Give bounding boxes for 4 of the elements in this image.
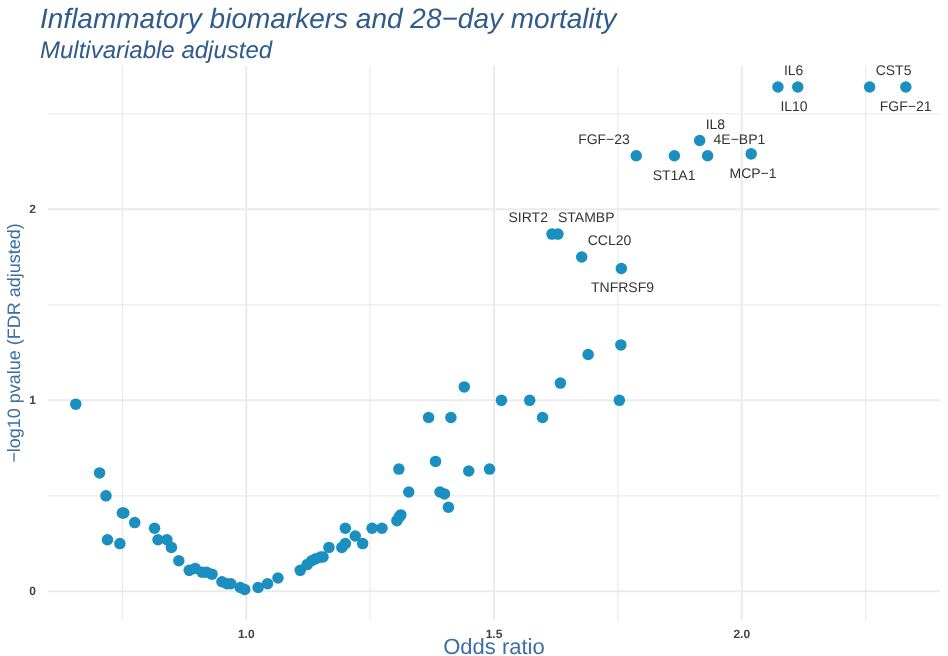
- chart-subtitle: Multivariable adjusted: [40, 36, 273, 64]
- x-axis-title: Odds ratio: [443, 636, 545, 656]
- chart-title: Inflammatory biomarkers and 28−day mortality: [40, 2, 619, 34]
- y-axis-title: −log10 pvalue (FDR adjusted): [4, 223, 24, 463]
